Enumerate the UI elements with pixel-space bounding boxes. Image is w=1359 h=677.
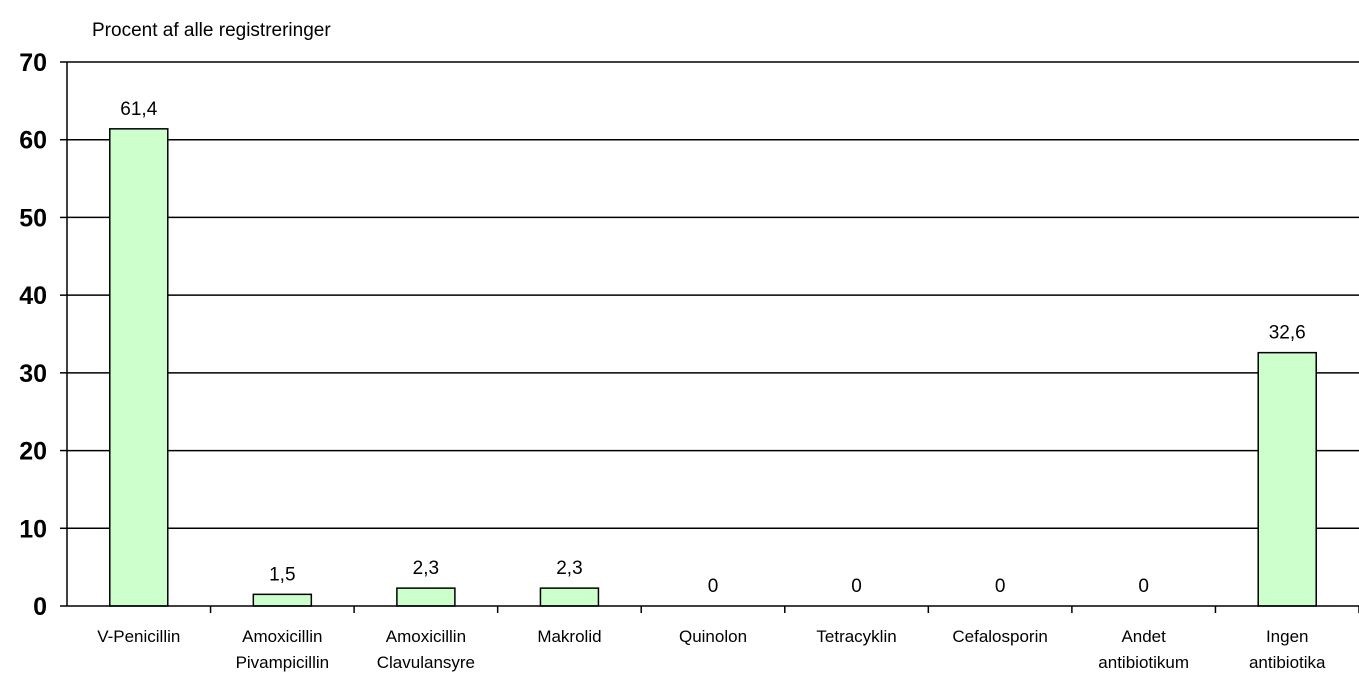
- x-tick-label: Tetracyklin: [816, 627, 896, 646]
- data-labels: 61,4 1,5 2,3 2,3 0 0 0 0 32,6: [120, 99, 1305, 597]
- y-tick-label: 60: [19, 127, 47, 155]
- bar: [109, 128, 169, 607]
- data-label: 2,3: [413, 558, 439, 579]
- gridlines: [67, 61, 1359, 530]
- x-tick-label: Quinolon: [679, 627, 747, 646]
- y-axis-label: Procent af alle registreringer: [92, 20, 331, 41]
- y-tick-label: 50: [19, 204, 47, 232]
- bar: [1257, 351, 1317, 607]
- x-tick-label: Ingen: [1266, 627, 1309, 646]
- y-tick-label: 70: [19, 49, 47, 77]
- y-tick-label: 10: [19, 515, 47, 543]
- y-axis-ticks: 0 10 20 30 40 50 60 70: [19, 49, 67, 621]
- x-tick-label: Cefalosporin: [952, 627, 1047, 646]
- x-tick-label: Amoxicillin: [386, 627, 466, 646]
- data-label: 0: [708, 576, 719, 597]
- x-tick-label: Makrolid: [537, 627, 601, 646]
- data-label: 0: [995, 576, 1006, 597]
- x-tick-label: antibiotika: [1249, 653, 1326, 672]
- x-tick-label: Clavulansyre: [377, 653, 475, 672]
- y-tick-label: 20: [19, 438, 47, 466]
- data-label: 32,6: [1269, 323, 1306, 344]
- x-tick-label: V-Penicillin: [97, 627, 180, 646]
- bar: [396, 587, 456, 607]
- data-label: 61,4: [120, 99, 157, 120]
- x-tick-label: Andet: [1121, 627, 1166, 646]
- data-label: 2,3: [556, 558, 582, 579]
- data-label: 0: [851, 576, 862, 597]
- y-tick-label: 0: [33, 593, 47, 621]
- data-label: 0: [1138, 576, 1149, 597]
- data-label: 1,5: [269, 564, 295, 585]
- bar: [252, 593, 313, 607]
- bar: [539, 587, 600, 607]
- x-axis-ticks: V-Penicillin Amoxicillin Pivampicillin Amox…: [97, 627, 1326, 672]
- x-axis: [66, 62, 1359, 613]
- x-tick-label: antibiotikum: [1098, 653, 1189, 672]
- x-tick-label: Amoxicillin: [242, 627, 322, 646]
- bars: [109, 128, 1317, 607]
- x-tick-label: Pivampicillin: [236, 653, 330, 672]
- y-tick-label: 30: [19, 360, 47, 388]
- y-tick-label: 40: [19, 282, 47, 310]
